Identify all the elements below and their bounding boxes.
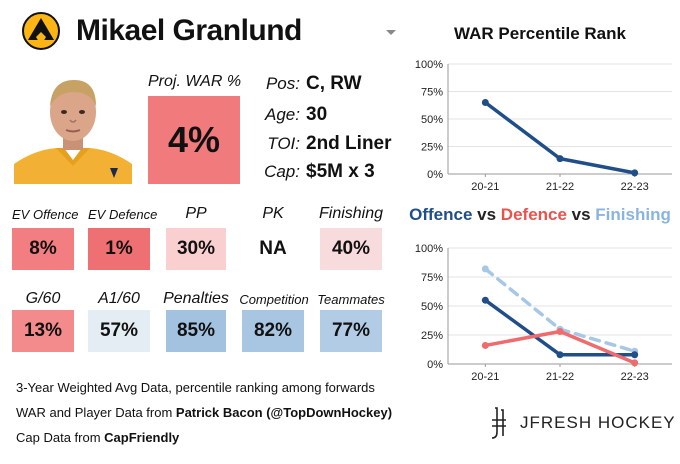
stat-value-pk: NA bbox=[242, 228, 304, 270]
y-tick-label: 50% bbox=[421, 114, 443, 126]
stat-label-ev-defence: EV Defence bbox=[88, 207, 158, 222]
footer-line-3: Cap Data from CapFriendly bbox=[16, 430, 179, 445]
footer-line-3-prefix: Cap Data from bbox=[16, 430, 105, 445]
offence-defence-finishing-chart: 0% 25% 50% 75% 100% 20-21 21-22 22-23 bbox=[415, 243, 672, 383]
bio-value-age: 30 bbox=[306, 104, 328, 125]
x-tick-label: 21-22 bbox=[546, 371, 574, 383]
stat-value-pp: 30% bbox=[166, 228, 226, 270]
data-point-war bbox=[631, 169, 639, 177]
series-line-war bbox=[483, 100, 637, 175]
data-point-defence bbox=[631, 359, 639, 367]
chevron-down-icon[interactable] bbox=[386, 30, 396, 35]
stat-value-ev-offence: 8% bbox=[12, 228, 74, 270]
chart-title-war: WAR Percentile Rank bbox=[454, 24, 626, 43]
y-tick-label: 100% bbox=[415, 59, 443, 71]
data-point-offence bbox=[556, 351, 564, 359]
stat-label-ev-offence: EV Offence bbox=[12, 207, 79, 222]
series-line-finishing bbox=[483, 267, 637, 353]
bio-label-toi: TOI: bbox=[267, 134, 300, 153]
stat-label-penalties: Penalties bbox=[163, 290, 229, 307]
chart-title-finishing: Finishing bbox=[595, 205, 671, 224]
stat-label-teammates: Teammates bbox=[317, 292, 385, 307]
x-tick-label: 21-22 bbox=[546, 181, 574, 193]
footer-source-war: Patrick Bacon (@TopDownHockey) bbox=[175, 405, 393, 420]
y-tick-label: 25% bbox=[421, 330, 443, 342]
x-tick-label: 20-21 bbox=[471, 181, 499, 193]
stat-label-pp: PP bbox=[185, 205, 207, 222]
x-tick-label: 22-23 bbox=[621, 181, 649, 193]
data-point-defence bbox=[556, 328, 564, 336]
war-percentile-chart: 0% 25% 50% 75% 100% 20-21 21-22 22-23 bbox=[415, 59, 672, 193]
footer-line-1: 3-Year Weighted Avg Data, percentile ran… bbox=[16, 380, 375, 395]
stat-label-competition: Competition bbox=[239, 292, 309, 307]
stat-value-teammates: 77% bbox=[320, 310, 382, 352]
data-point-offence bbox=[481, 296, 489, 304]
proj-war-label: Proj. WAR % bbox=[148, 73, 242, 90]
y-tick-label: 25% bbox=[421, 142, 443, 154]
stat-value-a160: 57% bbox=[88, 310, 150, 352]
penguins-logo-icon bbox=[22, 12, 60, 50]
stat-label-g60: G/60 bbox=[25, 290, 61, 307]
footer-line-2-prefix: WAR and Player Data from bbox=[16, 405, 176, 420]
y-tick-label: 0% bbox=[427, 169, 443, 181]
x-tick-label: 20-21 bbox=[471, 371, 499, 383]
chart-title-vs-2: vs bbox=[566, 205, 596, 224]
proj-war-value: 4% bbox=[148, 96, 240, 184]
stat-label-finishing: Finishing bbox=[318, 205, 384, 222]
jfresh-logo-icon bbox=[491, 407, 506, 439]
data-point-defence bbox=[481, 341, 489, 349]
stat-value-ev-defence: 1% bbox=[88, 228, 150, 270]
chart-title-offence: Offence bbox=[409, 205, 473, 224]
y-tick-label: 50% bbox=[421, 301, 443, 313]
bio-label-pos: Pos: bbox=[265, 74, 300, 93]
brand-text: JFRESH HOCKEY bbox=[520, 413, 676, 432]
x-tick-label: 22-23 bbox=[621, 371, 649, 383]
player-photo bbox=[14, 68, 132, 184]
stat-value-competition: 82% bbox=[242, 310, 304, 352]
stat-value-g60: 13% bbox=[12, 310, 74, 352]
stat-label-pk: PK bbox=[262, 205, 284, 222]
bio-label-cap: Cap: bbox=[264, 162, 300, 181]
chart-title-defence: Defence bbox=[500, 205, 567, 224]
data-point-offence bbox=[631, 351, 639, 359]
bio-value-pos: C, RW bbox=[306, 73, 362, 94]
footer-source-cap: CapFriendly bbox=[104, 430, 180, 445]
data-point-war bbox=[556, 155, 564, 163]
bio-label-age: Age: bbox=[265, 105, 300, 124]
y-tick-label: 75% bbox=[421, 272, 443, 284]
stat-value-finishing: 40% bbox=[320, 228, 382, 270]
y-tick-label: 75% bbox=[421, 87, 443, 99]
chart-title-vs-1: vs bbox=[472, 205, 501, 224]
player-name: Mikael Granlund bbox=[76, 14, 302, 47]
brand: JFRESH HOCKEY bbox=[490, 406, 676, 440]
bio-value-cap: $5M x 3 bbox=[306, 161, 375, 182]
bio-value-toi: 2nd Liner bbox=[306, 133, 392, 154]
chart-title-ovd: Offence vs Defence vs Finishing bbox=[400, 205, 680, 225]
stat-value-penalties: 85% bbox=[166, 310, 226, 352]
data-point-finishing bbox=[481, 265, 489, 273]
footer-line-2: WAR and Player Data from Patrick Bacon (… bbox=[16, 405, 392, 420]
data-point-war bbox=[481, 99, 489, 106]
y-tick-label: 0% bbox=[427, 359, 443, 371]
stat-label-a160: A1/60 bbox=[98, 290, 140, 307]
y-tick-label: 100% bbox=[415, 243, 443, 255]
